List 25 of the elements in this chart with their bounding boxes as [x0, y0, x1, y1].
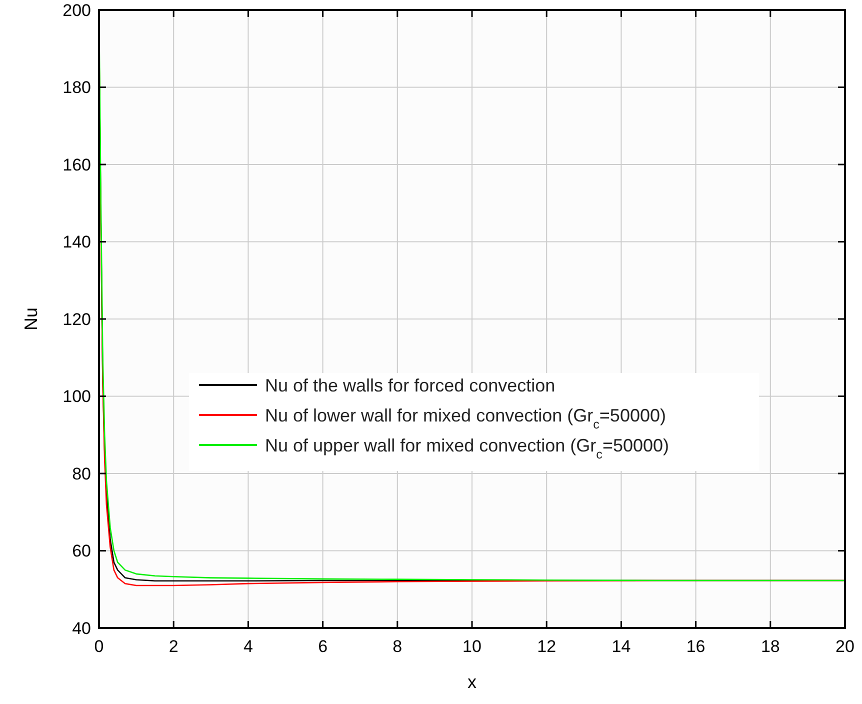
x-tick-label: 10 [462, 637, 482, 656]
x-tick-label: 12 [537, 637, 556, 656]
x-tick-label: 4 [243, 637, 253, 656]
x-tick-label: 6 [318, 637, 328, 656]
y-tick-label: 140 [62, 232, 91, 252]
y-tick-label: 160 [62, 155, 91, 174]
x-tick-label: 16 [686, 637, 706, 656]
y-axis-title: Nu [21, 307, 41, 331]
legend-label: Nu of the walls for forced convection [265, 375, 556, 396]
y-tick-label: 100 [62, 387, 91, 406]
y-tick-label: 120 [62, 310, 91, 329]
y-tick-label: 60 [72, 542, 91, 561]
y-tick-label: 200 [62, 0, 91, 20]
legend-label: Nu of lower wall for mixed convection (Gr$_{c}$=50000) [265, 405, 666, 432]
legend-label: Nu of upper wall for mixed convection (Gr$_{c}$=50000) [265, 435, 669, 462]
x-tick-label: 20 [836, 637, 854, 656]
x-tick-label: 8 [392, 637, 402, 656]
y-tick-label: 180 [62, 78, 91, 98]
x-tick-label: 18 [760, 637, 780, 656]
x-tick-label: 0 [94, 637, 104, 656]
x-tick-label: 14 [612, 637, 631, 656]
x-tick-label: 2 [168, 637, 178, 656]
y-tick-label: 80 [72, 464, 91, 484]
y-tick-label: 40 [72, 618, 91, 638]
x-axis-title: x [468, 672, 476, 692]
